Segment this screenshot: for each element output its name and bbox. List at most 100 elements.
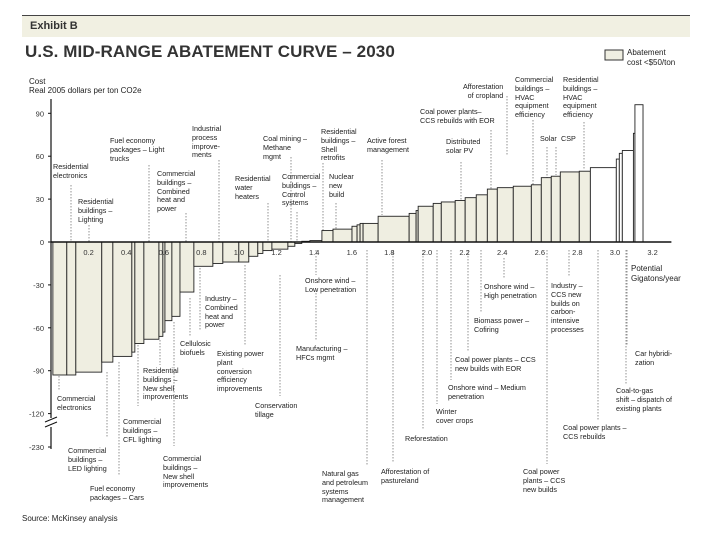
- cost-bar: [112, 241, 133, 357]
- y-tick-label: -60: [33, 324, 44, 333]
- bar-annotation: Fuel economy packages – Light trucks: [110, 136, 165, 163]
- bar-annotation: Manufacturing – HFCs mgmt: [296, 344, 348, 362]
- bar-annotation: Fuel economy packages – Cars: [90, 484, 144, 502]
- x-tick-label: 0.2: [83, 248, 93, 257]
- x-tick-label: 2.4: [497, 248, 507, 257]
- bar-annotation: Residential buildings – Shell retrofits: [321, 127, 357, 163]
- bar-annotation: Onshore wind – Low penetration: [305, 276, 357, 294]
- cost-bar: [578, 170, 591, 243]
- y-axis-sublabel: Real 2005 dollars per ton CO2e: [29, 86, 142, 95]
- x-tick-label: 1.6: [347, 248, 357, 257]
- cost-bar: [621, 150, 634, 243]
- cost-bar: [432, 202, 442, 243]
- bar-annotation: Existing power plant conversion efficien…: [217, 349, 264, 394]
- cost-bar: [248, 241, 259, 257]
- bar-annotation: Residential water heaters: [235, 174, 271, 201]
- cost-bar: [454, 200, 466, 243]
- bar-annotation: Commercial buildings – New shell improve…: [163, 454, 209, 490]
- bar-annotation: Reforestation: [405, 434, 448, 443]
- chart-title: U.S. MID-RANGE ABATEMENT CURVE – 2030: [25, 42, 395, 61]
- x-tick-label: 0.6: [159, 248, 169, 257]
- bar-annotation: Commercial electronics: [57, 394, 96, 412]
- y-tick-label: 30: [36, 195, 44, 204]
- cost-bar: [496, 187, 514, 243]
- bar-annotation: Natural gas and petroleum systems manage…: [322, 469, 368, 505]
- bar-annotation: Industry – CCS new builds on carbon- int…: [551, 281, 584, 334]
- y-tick-label: 60: [36, 152, 44, 161]
- y-tick-label: 0: [40, 238, 44, 247]
- cost-bar: [66, 241, 77, 376]
- bar-annotation: Coal-to-gas shift – dispatch of existing…: [616, 386, 672, 413]
- x-tick-label: 3.0: [610, 248, 620, 257]
- bar-annotation: Coal power plants – CCS new builds: [523, 467, 566, 494]
- cost-bar: [464, 197, 477, 243]
- cost-bar: [351, 225, 358, 243]
- cost-bar: [408, 212, 417, 243]
- bar-annotation: Industrial process improve- ments: [192, 124, 222, 160]
- y-tick-label: -230: [29, 443, 44, 452]
- x-tick-label: 1.0: [234, 248, 244, 257]
- bar-annotation: Afforestation of cropland: [463, 82, 504, 100]
- cost-bar: [540, 177, 552, 243]
- cost-bar: [75, 241, 103, 373]
- bar-annotation: Cellulosic biofuels: [180, 339, 211, 357]
- cost-bar: [257, 241, 264, 254]
- x-tick-label: 1.2: [271, 248, 281, 257]
- x-tick-label: 2.2: [459, 248, 469, 257]
- y-tick-label: -120: [29, 410, 44, 419]
- bar-annotation: Coal power plants– CCS rebuilds with EOR: [420, 107, 495, 125]
- cost-bar: [634, 104, 644, 243]
- bar-annotation: Residential buildings – New shell improv…: [143, 366, 189, 402]
- cost-bar: [52, 241, 68, 376]
- header-band: [22, 15, 690, 37]
- bar-annotation: Commercial buildings – CFL lighting: [123, 417, 162, 444]
- bar-annotation: Coal power plants – CCS rebuilds: [563, 423, 627, 441]
- cost-bar: [559, 171, 580, 243]
- cost-bar: [618, 152, 623, 243]
- bar-annotation: Onshore wind – High penetration: [484, 282, 537, 300]
- cost-bar: [475, 194, 488, 243]
- bar-annotation: Residential buildings – HVAC equipment e…: [563, 75, 599, 120]
- bar-annotation: Conservation tillage: [255, 401, 298, 419]
- bar-annotation: CSP: [561, 134, 576, 143]
- bar-annotation: Biomass power – Cofiring: [474, 316, 530, 334]
- cost-bar: [377, 215, 410, 243]
- bar-annotation: Winter cover crops: [436, 407, 474, 425]
- x-axis-label: Potential Gigatons/year: [631, 264, 681, 283]
- cost-bar: [512, 185, 532, 243]
- axis-break-mark: [44, 416, 58, 423]
- bar-annotation: Coal mining – Methane mgmt: [263, 134, 307, 161]
- exhibit-label: Exhibit B: [30, 20, 78, 32]
- y-tick-label: -30: [33, 281, 44, 290]
- cost-bar: [356, 224, 361, 243]
- bar-annotation: Nuclear new build: [329, 172, 354, 199]
- cost-bar: [550, 175, 561, 243]
- cost-bar: [143, 241, 160, 340]
- cost-bar: [179, 241, 195, 293]
- x-tick-label: 2.0: [422, 248, 432, 257]
- bar-annotation: Car hybridi- zation: [635, 349, 673, 367]
- y-tick-label: 90: [36, 109, 44, 118]
- legend-label: Abatement cost <$50/ton: [627, 48, 676, 67]
- cost-bar: [359, 222, 364, 243]
- bar-annotation: Onshore wind – Medium penetration: [448, 383, 526, 401]
- cost-bar: [417, 205, 434, 243]
- bar-annotation: Distributed solar PV: [446, 137, 481, 155]
- cost-bar: [615, 158, 620, 243]
- x-tick-label: 3.2: [647, 248, 657, 257]
- cost-bar: [362, 222, 379, 243]
- bar-annotation: Active forest management: [367, 136, 409, 154]
- x-tick-label: 0.8: [196, 248, 206, 257]
- cost-bar: [101, 241, 114, 363]
- bar-annotation: Coal power plants – CCS new builds with …: [455, 355, 536, 373]
- source-note: Source: McKinsey analysis: [22, 514, 118, 523]
- y-tick-label: -90: [33, 367, 44, 376]
- bar-annotation: Commercial buildings – Combined heat and…: [157, 169, 196, 214]
- x-tick-label: 1.4: [309, 248, 319, 257]
- cost-bar: [134, 241, 145, 344]
- bar-annotation: Industry – Combined heat and power: [205, 294, 238, 330]
- cost-bar: [212, 241, 224, 264]
- cost-bar: [131, 241, 136, 353]
